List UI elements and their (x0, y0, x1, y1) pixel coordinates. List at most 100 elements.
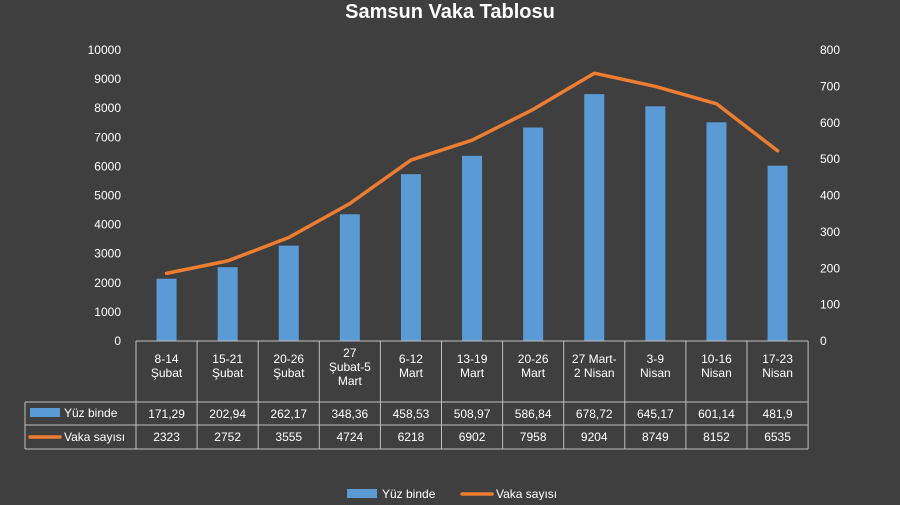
y-right-tick-label: 200 (820, 261, 840, 275)
line-series (164, 71, 780, 276)
bar (523, 127, 544, 341)
y-left-tick-label: 6000 (94, 159, 121, 173)
category-label-line: Şubat (212, 366, 244, 380)
category-label-line: Nisan (762, 366, 793, 380)
y-right-tick-label: 0 (820, 334, 827, 348)
legend: Yüz binde Vaka sayısı (347, 487, 557, 501)
y-left-tick-label: 8000 (94, 101, 121, 115)
data-label: 6902 (459, 430, 486, 444)
y-left-tick-label: 5000 (94, 189, 121, 203)
category-label-line: Nisan (701, 366, 732, 380)
series-line (164, 71, 780, 276)
category-label-line: 20-26 (518, 352, 549, 366)
data-label: 2752 (214, 430, 241, 444)
category-label: 15-21 Şubat (212, 352, 244, 380)
data-label: 586,84 (515, 407, 552, 421)
y-right-tick-label: 700 (820, 79, 840, 93)
category-label-line: Nisan (640, 366, 671, 380)
y-left-tick-label: 4000 (94, 218, 121, 232)
data-label: 508,97 (454, 407, 491, 421)
axes: 0100020003000400050006000700080009000100… (88, 43, 841, 348)
category-label-line: Şubat-5 (329, 360, 371, 374)
category-label-line: Mart (399, 366, 424, 380)
bar-legend-key (30, 408, 60, 417)
data-label: 8749 (642, 430, 669, 444)
category-label: 8-14 Şubat (151, 352, 183, 380)
bar (645, 106, 666, 341)
data-label: 7958 (520, 430, 547, 444)
category-label-line: Mart (521, 366, 546, 380)
legend-label: Vaka sayısı (496, 487, 557, 500)
bar (156, 278, 177, 341)
bar (706, 122, 727, 341)
row-header-label: Vaka sayısı (64, 430, 125, 444)
bar (584, 94, 605, 341)
category-label-line: 27 (343, 346, 357, 360)
bar (767, 165, 788, 341)
bar (462, 155, 483, 341)
legend-label: Yüz binde (382, 487, 436, 500)
category-label-line: Şubat (273, 366, 305, 380)
data-label: 8152 (703, 430, 730, 444)
category-label-line: 10-16 (701, 352, 732, 366)
category-label: 6-12 Mart (399, 352, 424, 380)
y-left-tick-label: 1000 (94, 305, 121, 319)
category-label: 10-16 Nisan (701, 352, 732, 380)
y-right-tick-label: 300 (820, 225, 840, 239)
category-label-line: Şubat (151, 366, 183, 380)
y-right-tick-label: 600 (820, 116, 840, 130)
category-label-line: 20-26 (273, 352, 304, 366)
category-label-line: 17-23 (762, 352, 793, 366)
data-label: 4724 (336, 430, 363, 444)
y-right-tick-label: 400 (820, 189, 840, 203)
data-label: 6218 (398, 430, 425, 444)
data-label: 481,9 (763, 407, 793, 421)
chart-title: Samsun Vaka Tablosu (345, 1, 555, 23)
legend-bar-key (347, 489, 377, 498)
data-label: 6535 (764, 430, 791, 444)
category-label-line: 15-21 (212, 352, 243, 366)
category-label-line: 3-9 (647, 352, 665, 366)
category-label: 3-9 Nisan (640, 352, 671, 380)
data-label: 202,94 (209, 407, 246, 421)
bar (278, 245, 299, 341)
category-label: 20-26 Şubat (273, 352, 305, 380)
category-label-line: 8-14 (155, 352, 179, 366)
data-label: 678,72 (576, 407, 613, 421)
y-right-tick-label: 100 (820, 298, 840, 312)
data-label: 9204 (581, 430, 608, 444)
row-header-label: Yüz binde (64, 406, 118, 420)
y-left-tick-label: 9000 (94, 72, 121, 86)
y-left-tick-label: 3000 (94, 247, 121, 261)
category-label: 27 Mart-2 Nisan (572, 352, 617, 380)
category-label-line: 6-12 (399, 352, 423, 366)
data-label: 171,29 (148, 407, 185, 421)
data-label: 645,17 (637, 407, 674, 421)
category-label: 17-23 Nisan (762, 352, 793, 380)
data-label: 458,53 (393, 407, 430, 421)
data-label: 348,36 (331, 407, 368, 421)
y-left-tick-label: 7000 (94, 130, 121, 144)
category-label-line: Mart (460, 366, 485, 380)
bar (400, 174, 421, 341)
category-label-line: 13-19 (457, 352, 488, 366)
bar-series (156, 94, 788, 341)
data-label: 2323 (153, 430, 180, 444)
y-left-tick-label: 0 (114, 334, 121, 348)
y-left-tick-label: 2000 (94, 276, 121, 290)
bar (339, 214, 360, 341)
data-label: 262,17 (270, 407, 307, 421)
category-label: 20-26 Mart (518, 352, 549, 380)
category-label-line: 27 Mart- (572, 352, 617, 366)
bar (217, 267, 238, 341)
y-right-tick-label: 500 (820, 152, 840, 166)
data-label: 3555 (275, 430, 302, 444)
data-label: 601,14 (698, 407, 735, 421)
category-label-line: 2 Nisan (574, 366, 615, 380)
y-right-tick-label: 800 (820, 43, 840, 57)
category-label: 27 Şubat-5 Mart (329, 346, 371, 388)
